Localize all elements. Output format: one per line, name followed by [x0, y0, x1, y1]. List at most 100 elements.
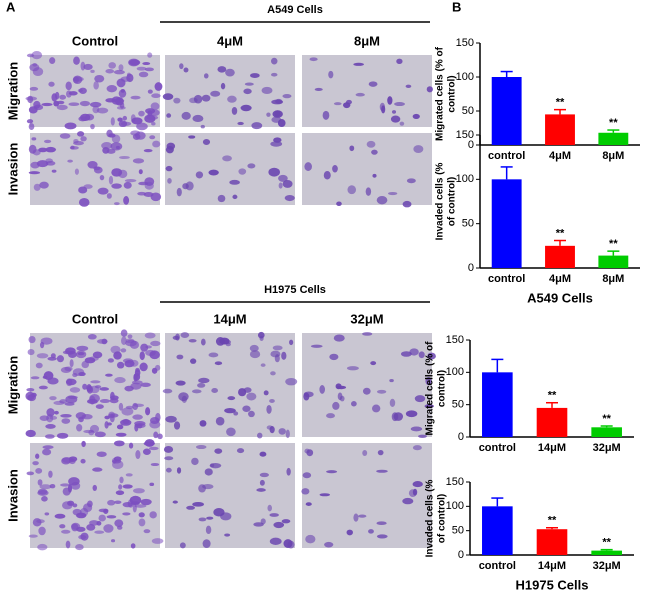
cell [118, 120, 128, 128]
cell [80, 113, 91, 122]
cell [125, 473, 133, 477]
cell [45, 424, 56, 429]
cell [166, 113, 172, 118]
cell [44, 512, 50, 516]
cell [278, 174, 288, 182]
cell [282, 179, 293, 188]
cell [412, 488, 418, 496]
bar [536, 407, 568, 437]
column-label: 8μM [354, 33, 380, 48]
cell [71, 523, 79, 532]
cell [37, 479, 43, 486]
y-axis-label: Migrated cells (% of [425, 341, 436, 436]
cell [188, 339, 197, 343]
cell [198, 517, 207, 522]
cell [389, 379, 394, 383]
cell [138, 71, 149, 78]
cell [326, 413, 335, 419]
cell [98, 508, 109, 513]
cell [389, 398, 396, 407]
cell [162, 388, 173, 394]
cell [37, 488, 48, 495]
cell [284, 194, 295, 202]
y-axis-label: of control) [437, 494, 448, 543]
cell [376, 521, 387, 526]
cell [370, 361, 377, 366]
x-axis-label: H1975 Cells [516, 577, 589, 592]
x-tick-label: 8μM [602, 273, 624, 285]
cell [225, 68, 235, 77]
cell [143, 192, 154, 198]
cell [26, 471, 35, 476]
cell [107, 499, 116, 506]
cell [206, 516, 214, 520]
cell [413, 145, 424, 154]
y-tick-label: 150 [446, 476, 464, 488]
cell [96, 107, 109, 114]
cell [372, 173, 377, 178]
y-tick-label: 50 [452, 525, 464, 537]
cell [154, 82, 163, 91]
cell [175, 380, 186, 386]
cell [198, 377, 210, 384]
cell [86, 384, 92, 393]
column-label: Control [72, 33, 118, 48]
cell [39, 181, 49, 189]
cell [191, 457, 199, 466]
y-tick-label: 100 [446, 366, 464, 378]
cell [140, 343, 149, 352]
cell [172, 500, 178, 504]
cell [26, 119, 34, 124]
cell [314, 87, 323, 91]
bar [536, 529, 568, 555]
y-tick-label: 150 [456, 37, 474, 49]
cell [211, 387, 219, 393]
cell [65, 347, 76, 355]
cell [94, 74, 105, 83]
cell [150, 102, 160, 111]
bar [591, 427, 622, 437]
cell [347, 185, 357, 195]
cell [56, 104, 68, 111]
cell [147, 52, 153, 58]
cell [75, 350, 87, 359]
cell [205, 525, 212, 535]
cell [144, 332, 156, 339]
cell [83, 184, 93, 189]
cell [36, 160, 49, 168]
cell [119, 155, 130, 160]
cell [78, 371, 86, 377]
y-tick-label: 100 [456, 71, 474, 83]
cell [227, 95, 237, 103]
cell [62, 501, 73, 510]
cell [94, 431, 106, 438]
cell [150, 109, 160, 116]
cell [200, 338, 206, 346]
cell [108, 133, 116, 138]
cell [113, 69, 125, 75]
cell [179, 63, 184, 70]
cell [43, 139, 52, 144]
cell [117, 117, 123, 122]
cell [336, 385, 347, 390]
cell [140, 498, 152, 506]
cell [305, 534, 316, 544]
cell [271, 99, 284, 105]
cell [157, 433, 163, 440]
cell [256, 488, 266, 492]
bar [598, 255, 629, 268]
cell [142, 448, 151, 455]
cell [144, 67, 154, 72]
cell [190, 358, 197, 364]
cell [232, 194, 238, 200]
y-axis-label: Invaded cells (% [435, 162, 446, 240]
cell [253, 522, 264, 527]
cell [138, 518, 146, 527]
significance: ** [548, 390, 557, 402]
cell [132, 414, 143, 420]
cell [116, 78, 126, 88]
cell [185, 181, 194, 191]
cell [283, 539, 293, 548]
cell [59, 94, 67, 100]
panel-label: A [6, 0, 16, 14]
